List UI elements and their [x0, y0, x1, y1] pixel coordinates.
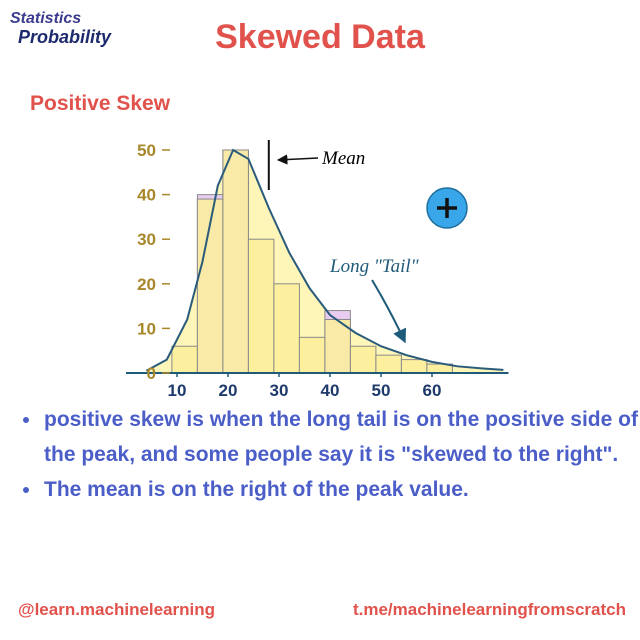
x-tick-label: 20	[219, 381, 238, 400]
logo-text: Probability	[18, 27, 112, 47]
bar	[375, 354, 402, 374]
bar	[273, 283, 300, 374]
bullet: The mean is on the right of the peak val…	[42, 472, 640, 507]
logo: Statistics Probability	[10, 10, 112, 60]
y-tick-label: 50	[137, 141, 156, 160]
title: Skewed Data	[215, 18, 425, 56]
plus-button[interactable]	[426, 187, 468, 229]
mean-arrow	[276, 154, 319, 165]
annotation: Mean	[321, 148, 365, 169]
bullet: positive skew is when the long tail is o…	[42, 402, 640, 472]
annotation: Long "Tail"	[329, 256, 420, 277]
bar	[247, 238, 275, 374]
x-tick-label: 30	[270, 381, 289, 400]
tail-arrow	[371, 279, 406, 344]
y-tick-label: 10	[137, 319, 156, 338]
bar	[222, 149, 249, 374]
x-tick-label: 10	[168, 381, 187, 400]
x-tick-label: 50	[372, 381, 391, 400]
y-tick-label: 0	[147, 364, 156, 383]
chart: 0 10 20 30 40 50 10 20 30 40 50 60 Mean Long "Tail"	[126, 140, 509, 400]
curve	[145, 148, 504, 372]
x-tick-label: 60	[423, 381, 442, 400]
subtitle: Positive Skew	[30, 92, 171, 115]
y-tick-label: 40	[137, 186, 156, 205]
bar	[400, 359, 428, 374]
footer-left: @learn.machinelearning	[18, 600, 216, 619]
bar	[171, 345, 198, 374]
bar	[349, 345, 377, 374]
logo-text: Statistics	[10, 10, 82, 27]
bullet-list: positive skew is when the long tail is o…	[20, 402, 640, 507]
x-tick-label: 40	[321, 381, 340, 400]
bar	[298, 336, 326, 374]
footer-right: t.me/machinelearningfromscratch	[352, 600, 626, 619]
y-tick-label: 30	[137, 230, 156, 249]
y-tick-label: 20	[137, 275, 156, 294]
